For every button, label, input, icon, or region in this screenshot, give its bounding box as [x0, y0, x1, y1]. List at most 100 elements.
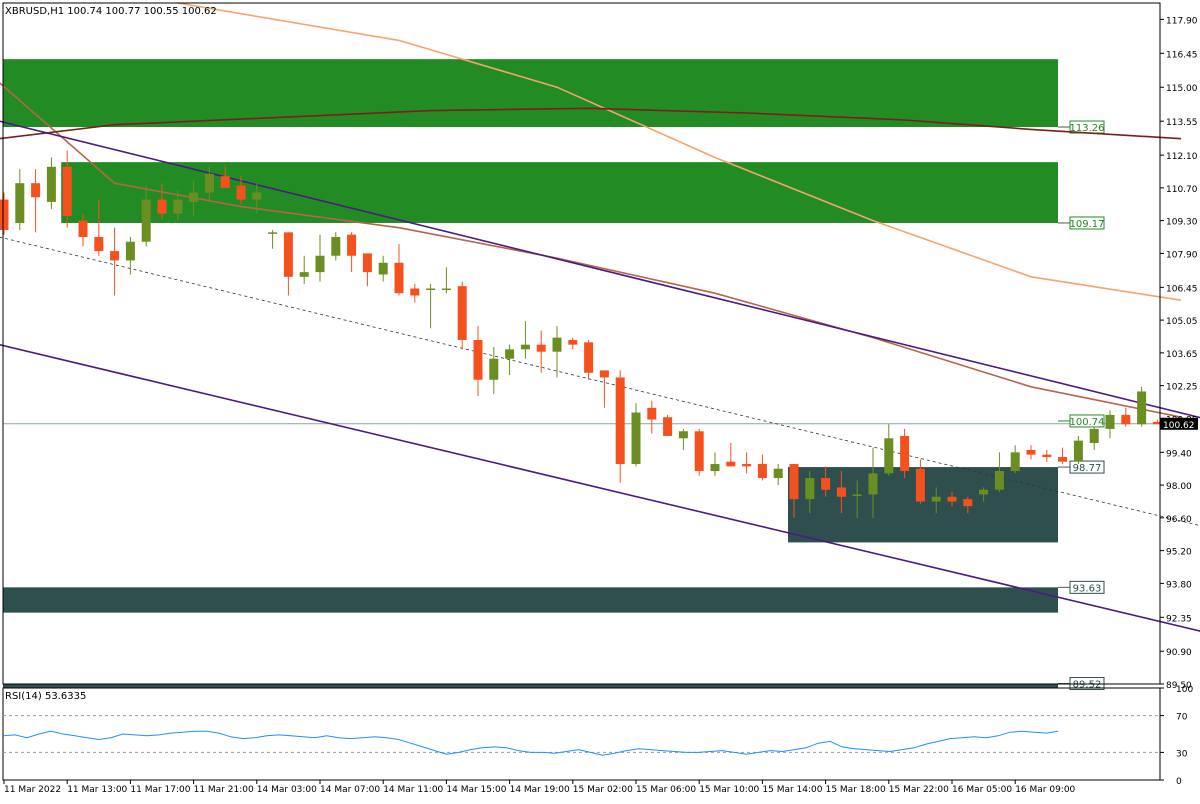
price-label-tag: [1069, 414, 1105, 428]
current-price-label: 100.62: [1163, 421, 1195, 431]
candle-body: [0, 199, 9, 230]
candle-body: [1073, 440, 1083, 462]
candle-body: [157, 199, 167, 214]
zone-mid-green: [61, 162, 1058, 223]
candle: [1105, 410, 1115, 439]
x-tick-label: 14 Mar 03:00: [257, 785, 317, 795]
candle: [157, 183, 167, 219]
candle-body: [568, 339, 578, 345]
zone-upper-green-label: 113.26: [1070, 123, 1105, 134]
rsi-panel-frame: [2, 687, 1161, 781]
candle: [536, 330, 546, 373]
candle: [441, 267, 451, 294]
candle-body: [520, 344, 530, 350]
candle-body: [789, 464, 799, 500]
candle-body: [505, 349, 515, 359]
candle: [584, 339, 594, 380]
y-tick-label: 106.45: [1166, 284, 1198, 294]
candle: [347, 232, 357, 273]
x-tick-label: 14 Mar 15:00: [446, 785, 506, 795]
price-label-text: 100.74: [1070, 417, 1105, 428]
rsi-tick-label: 70: [1176, 713, 1188, 723]
candle-body: [378, 262, 388, 275]
y-tick-label: 107.90: [1166, 250, 1198, 260]
rsi-tick-label: 100: [1176, 685, 1193, 695]
candle-body: [884, 438, 894, 474]
candle: [1137, 386, 1147, 427]
candle: [299, 255, 309, 284]
candle: [283, 232, 293, 296]
candle: [1058, 447, 1068, 465]
x-tick-label: 15 Mar 22:00: [889, 785, 949, 795]
candle-body: [473, 339, 483, 380]
y-tick-label: 102.25: [1166, 383, 1198, 393]
candle-body: [915, 468, 925, 502]
candle-body: [78, 220, 88, 238]
candle-body: [836, 487, 846, 497]
channel-lower: [0, 344, 1200, 632]
x-tick-label: 14 Mar 19:00: [510, 785, 570, 795]
candle: [141, 185, 151, 247]
candle: [189, 180, 199, 216]
y-tick-label: 113.55: [1166, 118, 1198, 128]
candle: [836, 471, 846, 514]
candle-body: [110, 251, 120, 261]
zone-bottom-dark: [3, 683, 1058, 688]
candle-body: [457, 286, 467, 340]
candle: [1152, 419, 1162, 425]
candle-body: [1105, 414, 1115, 429]
candle-body: [979, 489, 989, 495]
candle: [0, 192, 9, 235]
candle: [1089, 424, 1099, 450]
candle: [457, 281, 467, 350]
candle: [947, 492, 957, 507]
candle: [125, 237, 135, 275]
candle-body: [204, 173, 214, 193]
candle: [236, 176, 246, 205]
x-tick-label: 11 Mar 13:00: [67, 785, 127, 795]
candle: [710, 452, 720, 476]
candle: [268, 230, 278, 249]
candle-body: [757, 464, 767, 479]
y-tick-label: 96.60: [1166, 515, 1192, 525]
x-tick-label: 14 Mar 11:00: [383, 785, 443, 795]
x-tick-label: 15 Mar 02:00: [573, 785, 633, 795]
candle: [252, 183, 262, 214]
candle: [173, 190, 183, 221]
candle-body: [726, 461, 736, 467]
candle: [931, 487, 941, 514]
candle: [663, 414, 673, 436]
candle-body: [252, 192, 262, 200]
candle: [489, 347, 499, 394]
candle-body: [694, 431, 704, 472]
candle: [726, 442, 736, 467]
candle-body: [394, 262, 404, 294]
candle: [94, 199, 104, 256]
candle-body: [852, 494, 862, 496]
candle: [678, 428, 688, 450]
candle-body: [994, 471, 1004, 490]
y-tick-label: 103.65: [1166, 350, 1198, 360]
y-tick-label: 109.30: [1166, 218, 1198, 228]
y-tick-label: 112.10: [1166, 152, 1198, 162]
zone-demand-dark-label: 98.77: [1073, 463, 1102, 474]
candle-body: [868, 473, 878, 495]
candle-body: [31, 183, 41, 198]
candle: [789, 464, 799, 518]
zone-upper-green: [3, 59, 1058, 128]
ma-mid: [177, 2, 1182, 301]
candle: [110, 227, 120, 296]
candle-body: [931, 496, 941, 502]
candle-body: [805, 478, 815, 500]
candle: [568, 337, 578, 350]
x-tick-label: 16 Mar 09:00: [1015, 785, 1075, 795]
channel-mid-dashed: [0, 236, 1200, 527]
y-tick-label: 98.00: [1166, 482, 1192, 492]
candle-body: [189, 192, 199, 202]
x-tick-label: 15 Mar 14:00: [762, 785, 822, 795]
candle-body: [299, 272, 309, 277]
y-tick-label: 89.50: [1166, 681, 1192, 691]
rsi-tick-label: 0: [1176, 777, 1182, 787]
